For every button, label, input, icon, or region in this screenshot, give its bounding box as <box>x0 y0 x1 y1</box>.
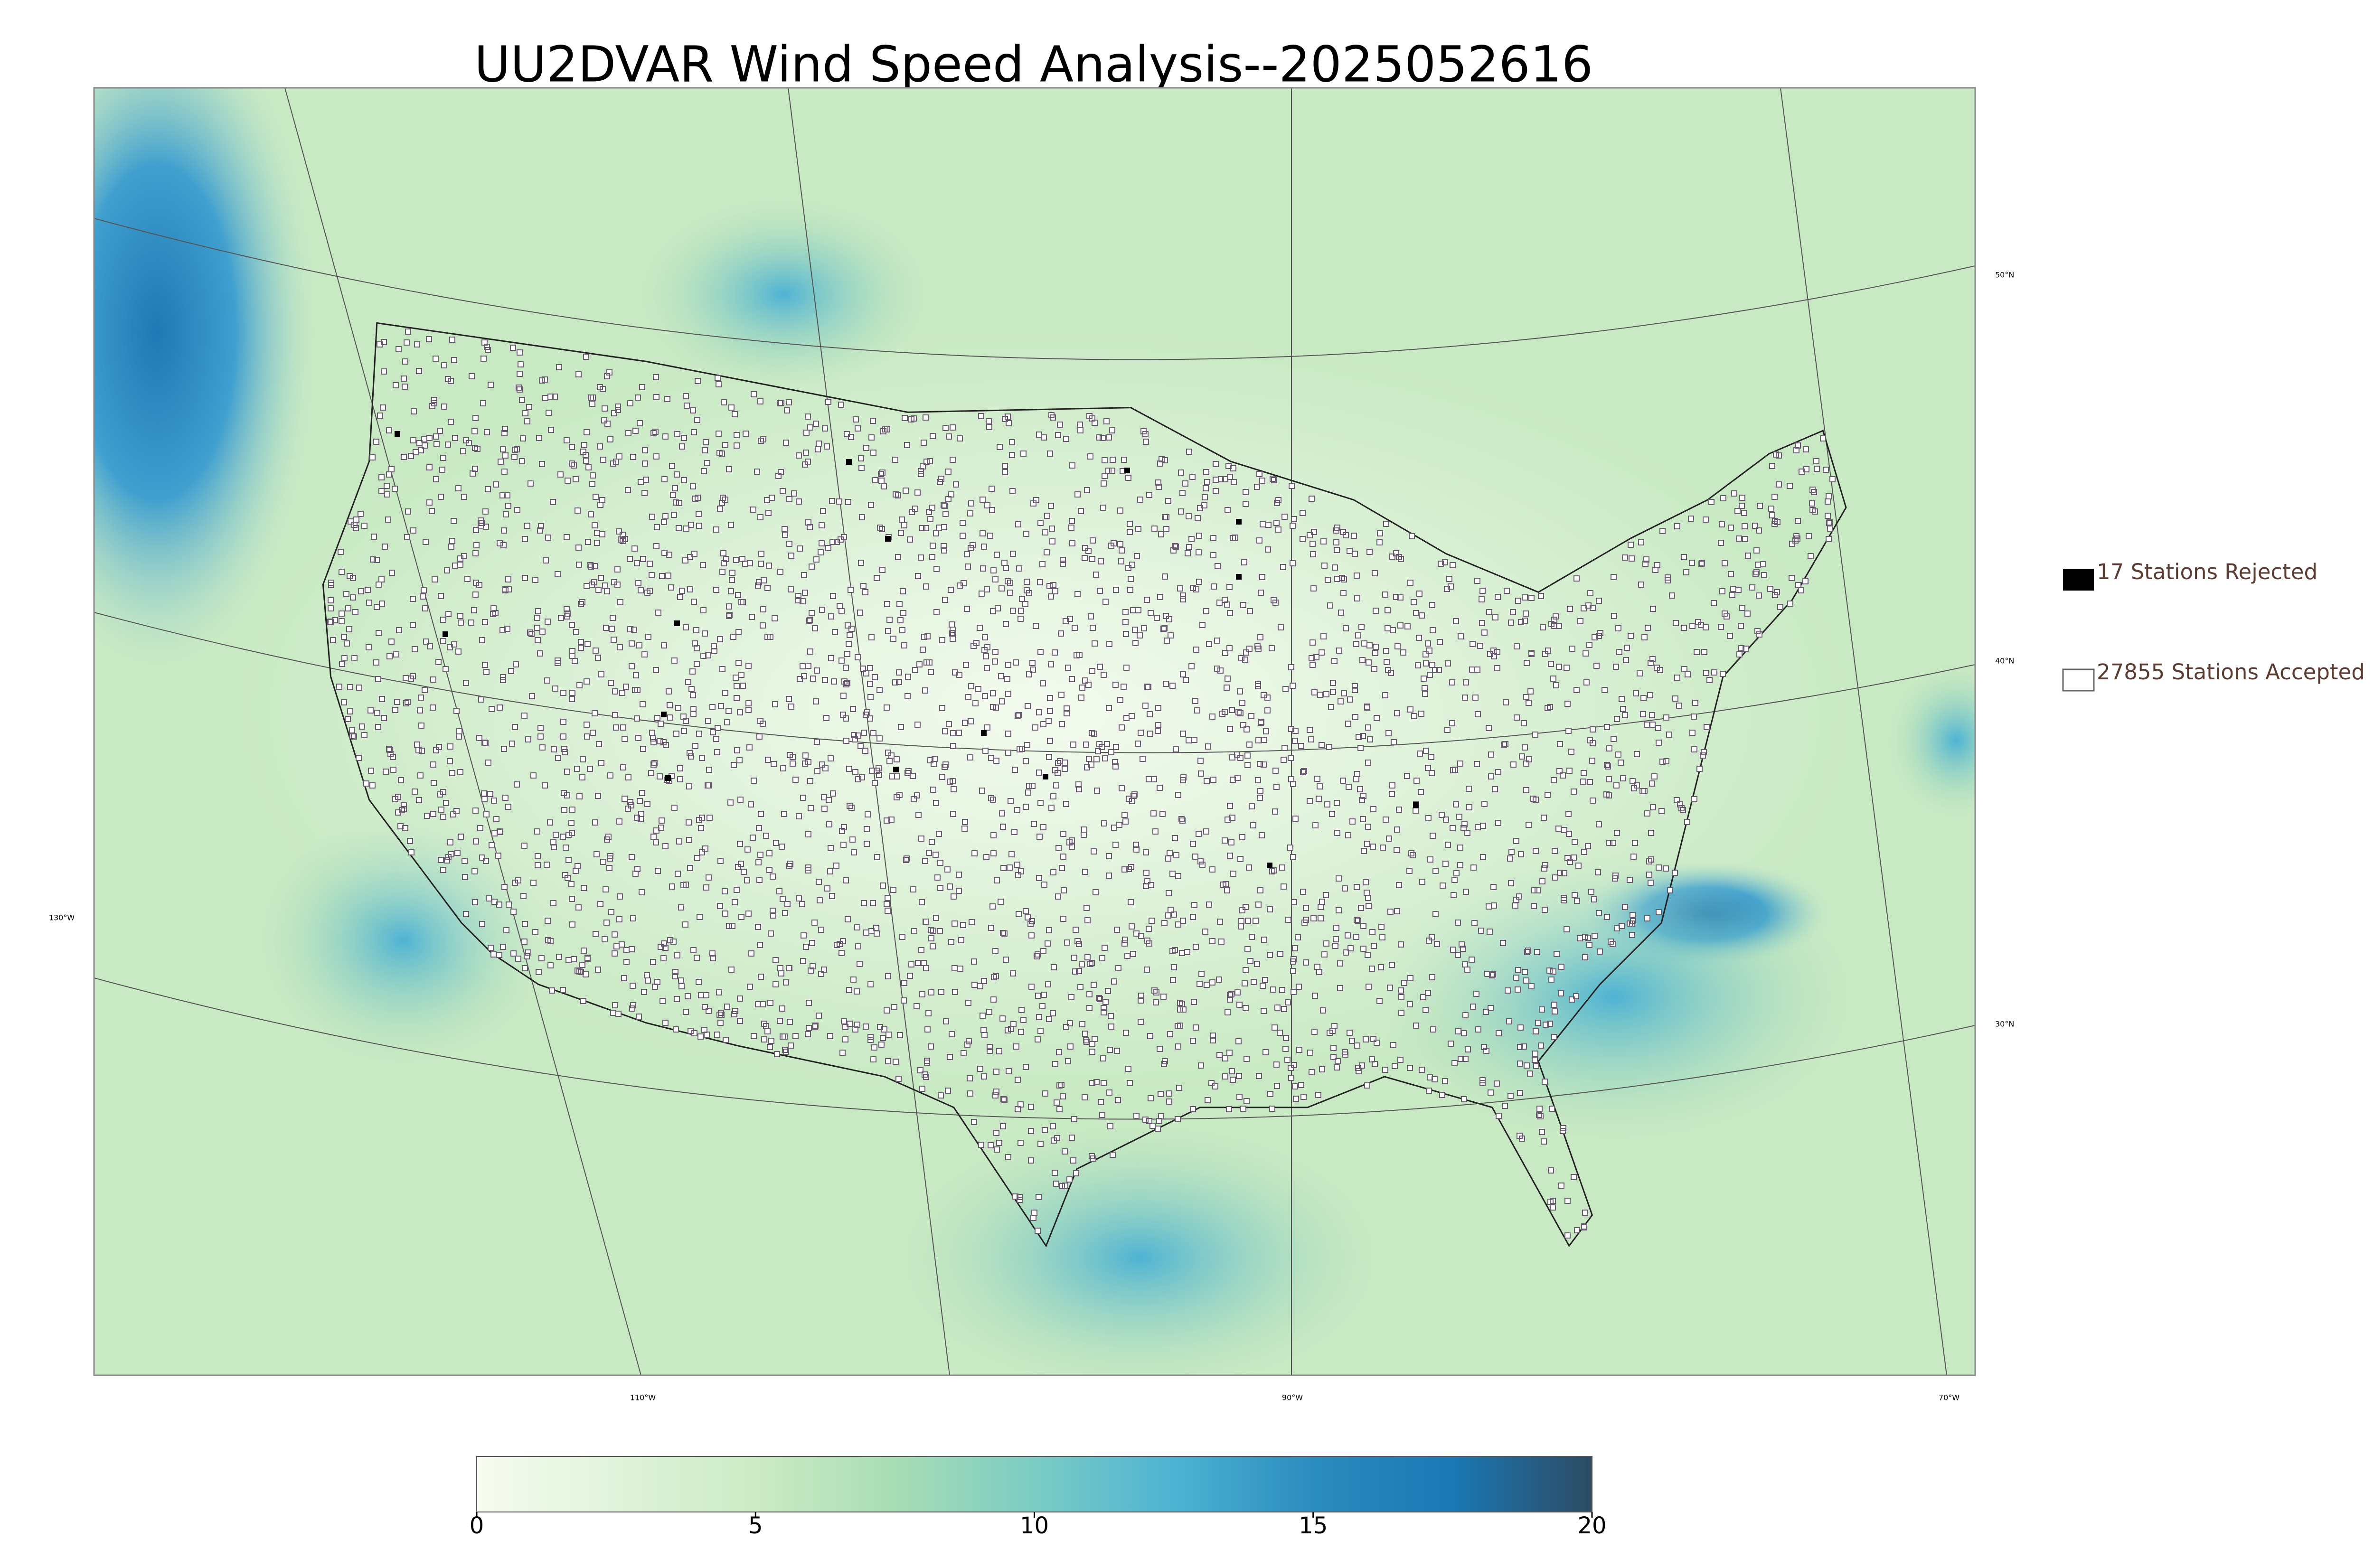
colorbar-tick-label: 20 <box>1577 1512 1606 1539</box>
map <box>94 88 1975 1375</box>
map-frame <box>93 87 1976 1376</box>
wind-field <box>1890 665 1975 817</box>
wind-field <box>902 1125 1377 1375</box>
colorbar-tick-label: 5 <box>748 1512 763 1539</box>
colorbar-tick-label: 15 <box>1299 1512 1328 1539</box>
lat-label: 50°N <box>1995 271 2014 280</box>
graticule <box>94 88 1975 1375</box>
lat-label: 30°N <box>1995 1020 2014 1029</box>
graticule-labels: 50°N 40°N 30°N 130°W 110°W 90°W 70°W <box>49 271 2015 1402</box>
legend-swatch <box>2063 569 2094 591</box>
wind-field <box>94 88 313 665</box>
colorbar: 0 5 10 15 20 <box>470 1456 1607 1539</box>
wind-field <box>237 332 1852 1092</box>
lon-label: 130°W <box>49 913 75 922</box>
lon-label: 90°W <box>1282 1393 1303 1402</box>
colorbar-tick-label: 10 <box>1020 1512 1049 1539</box>
lon-label: 70°W <box>1939 1393 1959 1402</box>
country-outline <box>322 322 1847 1248</box>
legend-swatch <box>2062 668 2095 692</box>
legend: 17 Stations Rejected 27855 Stations Acce… <box>2062 559 2365 692</box>
lat-label: 40°N <box>1995 657 2014 666</box>
legend-label: 17 Stations Rejected <box>2097 559 2317 584</box>
colorbar-tick-label: 0 <box>470 1512 484 1539</box>
lon-label: 110°W <box>630 1393 656 1402</box>
title: UU2DVAR Wind Speed Analysis--2025052616 <box>474 35 1593 93</box>
accepted-stations <box>327 329 1836 1239</box>
colorbar-ramp <box>476 1456 1592 1512</box>
legend-label: 27855 Stations Accepted <box>2097 659 2365 685</box>
wind-field <box>641 199 926 389</box>
